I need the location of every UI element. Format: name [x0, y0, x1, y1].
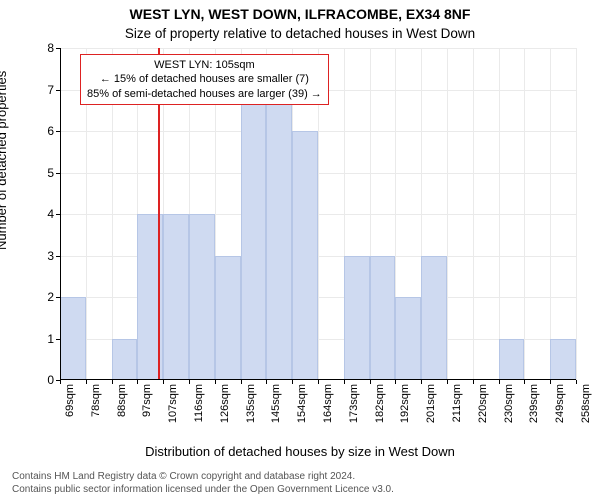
histogram-bar: [60, 297, 86, 380]
x-tick-label: 220sqm: [477, 384, 489, 432]
x-tick-mark: [137, 380, 138, 384]
histogram-bar: [421, 256, 447, 381]
histogram-bar: [112, 339, 138, 381]
x-tick-label: 107sqm: [167, 384, 179, 432]
y-tick-label: 0: [47, 373, 54, 387]
x-tick-label: 145sqm: [270, 384, 282, 432]
footer-line2: Contains public sector information licen…: [12, 484, 394, 497]
x-tick-label: 69sqm: [64, 384, 76, 432]
x-tick-label: 258sqm: [580, 384, 592, 432]
x-tick-label: 154sqm: [296, 384, 308, 432]
histogram-bar: [370, 256, 396, 381]
x-tick-label: 230sqm: [503, 384, 515, 432]
histogram-bar: [189, 214, 215, 380]
x-tick-label: 239sqm: [528, 384, 540, 432]
footer-line1: Contains HM Land Registry data © Crown c…: [12, 471, 394, 484]
chart-root: WEST LYN, WEST DOWN, ILFRACOMBE, EX34 8N…: [0, 0, 600, 500]
x-tick-mark: [241, 380, 242, 384]
x-tick-mark: [112, 380, 113, 384]
chart-title-sub: Size of property relative to detached ho…: [0, 26, 600, 41]
histogram-bar: [499, 339, 525, 381]
y-tick-label: 2: [47, 290, 54, 304]
gridline-v: [499, 48, 500, 380]
x-tick-label: 192sqm: [399, 384, 411, 432]
x-tick-mark: [86, 380, 87, 384]
y-tick-label: 7: [47, 83, 54, 97]
x-tick-label: 116sqm: [193, 384, 205, 432]
x-tick-label: 78sqm: [90, 384, 102, 432]
histogram-bar: [550, 339, 576, 381]
x-tick-mark: [189, 380, 190, 384]
x-tick-mark: [499, 380, 500, 384]
x-tick-label: 182sqm: [374, 384, 386, 432]
histogram-bar: [395, 297, 421, 380]
y-axis-line: [60, 48, 61, 380]
x-tick-mark: [524, 380, 525, 384]
y-tick-label: 8: [47, 41, 54, 55]
x-tick-label: 249sqm: [554, 384, 566, 432]
y-tick-label: 6: [47, 124, 54, 138]
histogram-bar: [266, 90, 292, 381]
x-tick-mark: [421, 380, 422, 384]
plot-area: 01234567869sqm78sqm88sqm97sqm107sqm116sq…: [60, 48, 576, 380]
x-tick-mark: [370, 380, 371, 384]
y-axis-label: Number of detached properties: [0, 71, 9, 250]
x-tick-mark: [576, 380, 577, 384]
x-axis-label: Distribution of detached houses by size …: [0, 444, 600, 459]
x-tick-label: 211sqm: [451, 384, 463, 432]
x-tick-label: 135sqm: [245, 384, 257, 432]
x-tick-mark: [266, 380, 267, 384]
histogram-bar: [215, 256, 241, 381]
gridline-v: [447, 48, 448, 380]
x-tick-mark: [550, 380, 551, 384]
chart-title-main: WEST LYN, WEST DOWN, ILFRACOMBE, EX34 8N…: [0, 6, 600, 22]
y-tick-label: 3: [47, 249, 54, 263]
x-tick-mark: [60, 380, 61, 384]
gridline-v: [576, 48, 577, 380]
histogram-bar: [241, 90, 267, 381]
x-tick-label: 201sqm: [425, 384, 437, 432]
annot-line2: ← 15% of detached houses are smaller (7): [87, 72, 322, 86]
x-tick-mark: [318, 380, 319, 384]
histogram-bar: [292, 131, 318, 380]
footer-attribution: Contains HM Land Registry data © Crown c…: [12, 471, 394, 496]
x-axis-line: [60, 379, 576, 380]
annot-line1: WEST LYN: 105sqm: [87, 58, 322, 72]
marker-annotation: WEST LYN: 105sqm ← 15% of detached house…: [80, 54, 329, 105]
x-tick-mark: [163, 380, 164, 384]
y-tick-label: 4: [47, 207, 54, 221]
x-tick-label: 126sqm: [219, 384, 231, 432]
gridline-v: [550, 48, 551, 380]
histogram-bar: [344, 256, 370, 381]
x-tick-mark: [473, 380, 474, 384]
x-tick-label: 173sqm: [348, 384, 360, 432]
gridline-v: [473, 48, 474, 380]
y-tick-label: 5: [47, 166, 54, 180]
x-tick-mark: [344, 380, 345, 384]
annot-line3: 85% of semi-detached houses are larger (…: [87, 87, 322, 101]
x-tick-mark: [215, 380, 216, 384]
y-tick-label: 1: [47, 332, 54, 346]
x-tick-mark: [447, 380, 448, 384]
histogram-bar: [163, 214, 189, 380]
x-tick-label: 97sqm: [141, 384, 153, 432]
x-tick-mark: [292, 380, 293, 384]
x-tick-mark: [395, 380, 396, 384]
x-tick-label: 88sqm: [116, 384, 128, 432]
x-tick-label: 164sqm: [322, 384, 334, 432]
gridline-v: [524, 48, 525, 380]
